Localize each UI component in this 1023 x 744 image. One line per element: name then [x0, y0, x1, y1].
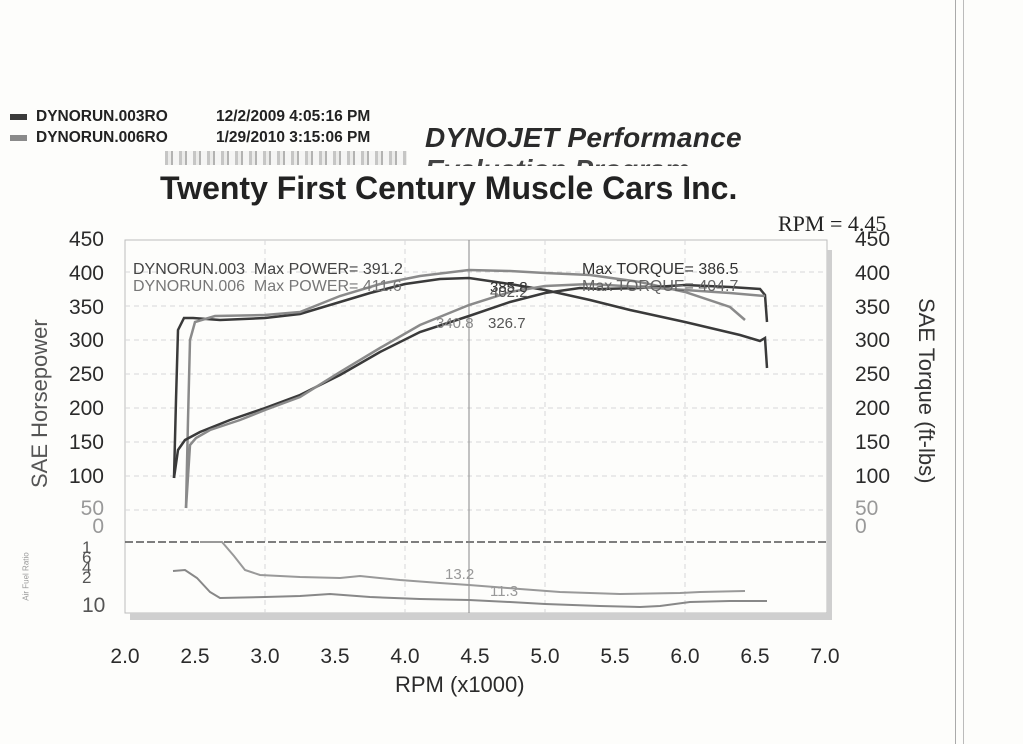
x-axis-label: RPM (x1000)	[395, 672, 525, 697]
brand-subtitle: Evaluation Program	[425, 154, 690, 166]
legend-swatch-run2	[10, 134, 27, 141]
run1-max-torque: Max TORQUE= 386.5	[582, 261, 739, 278]
brand-title: DYNOJET Performance	[425, 122, 742, 153]
run2-max-torque: Max TORQUE= 404.7	[582, 278, 739, 295]
afr-axis-ticks: 1 6 4 2 10	[82, 538, 106, 617]
chart-title: Twenty First Century Muscle Cars Inc.	[160, 170, 738, 206]
dynojet-logo	[165, 151, 407, 165]
cursor-afr-run1: 11.3	[490, 583, 519, 600]
cursor-torque-run2: 340.8	[436, 315, 474, 332]
run1-annotation: DYNORUN.003 Max POWER= 391.2	[133, 261, 403, 278]
cursor-afr-run2: 13.2	[445, 566, 475, 583]
page-edge-divider	[955, 0, 956, 744]
cursor-torque-run1: 326.7	[488, 315, 526, 332]
run2-annotation: DYNORUN.006 Max POWER= 411.6	[133, 278, 402, 295]
cursor-power-run2: 402.2	[490, 284, 528, 301]
legend-swatch-run1	[10, 113, 27, 120]
rpm-cursor-readout: RPM = 4.45	[778, 211, 887, 236]
cursor-power-run1: 385.8	[490, 279, 528, 296]
legend-item-run1: DYNORUN.003RO 12/2/2009 4:05:16 PM	[10, 108, 370, 126]
legend-item-run2: DYNORUN.006RO 1/29/2010 3:15:06 PM	[10, 129, 370, 147]
page-edge-divider-2	[963, 0, 964, 744]
